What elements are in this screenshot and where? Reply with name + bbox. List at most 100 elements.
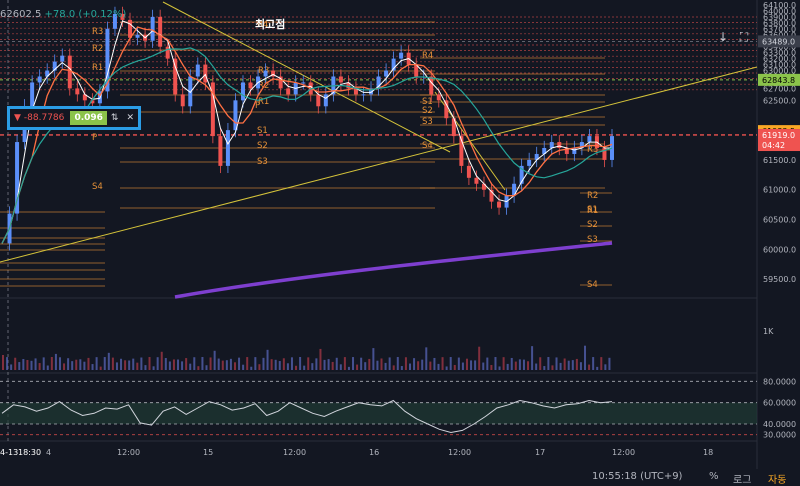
price-tick: 61500.0 (763, 156, 796, 165)
volume-bar (392, 365, 395, 370)
volume-bar (160, 351, 163, 370)
trend-line (162, 1, 451, 153)
volume-bar (144, 365, 147, 370)
time-tick: 12:00 (448, 448, 471, 457)
candle-body (286, 88, 291, 95)
volume-bar (502, 357, 505, 370)
candle-body (564, 148, 569, 154)
volume-bar (217, 358, 220, 370)
price-tick: 62500.0 (763, 96, 796, 105)
symbol-header: 62602.5 +78.0 (+0.12%) (0, 9, 126, 20)
volume-bar (42, 357, 45, 370)
volume-bar (331, 361, 334, 370)
volume-bar (124, 360, 127, 370)
volume-bar (22, 359, 25, 370)
volume-bar (99, 366, 102, 370)
pivot-label: R1 (92, 63, 103, 73)
volume-bar (567, 360, 570, 370)
volume-bar (282, 358, 285, 370)
volume-bar (152, 366, 155, 370)
candle-body (542, 148, 547, 154)
candle-body (112, 13, 117, 29)
volume-bar (58, 357, 61, 370)
candle-body (557, 142, 562, 149)
volume-bar (384, 362, 387, 370)
price-badge (758, 128, 800, 141)
volume-bar (225, 360, 228, 370)
auto-toggle[interactable]: 자동 (768, 475, 787, 486)
volume-bar (425, 347, 428, 370)
volume-bar (498, 366, 501, 370)
volume-bar (107, 352, 110, 370)
volume-bar (465, 358, 468, 370)
volume-bar (543, 366, 546, 370)
volume-bar (71, 361, 74, 370)
volume-bar (608, 357, 611, 370)
candle-body (497, 201, 502, 208)
scroll-down-icon[interactable]: ↓ (717, 30, 729, 44)
volume-bar (156, 357, 159, 370)
volume-bar (201, 357, 204, 370)
ma-mid-line (1, 26, 613, 244)
candle-body (75, 88, 80, 95)
candle-body (481, 183, 486, 190)
candle-body (316, 94, 321, 107)
volume-bar (307, 357, 310, 370)
volume-bar (254, 357, 257, 370)
volume-bar (461, 362, 464, 370)
time-tick: 4-13 (0, 448, 18, 457)
candle-body (165, 46, 170, 59)
percent-toggle[interactable]: % (709, 471, 719, 482)
candle-body (429, 76, 434, 95)
rsi-line (1, 399, 613, 434)
volume-bar (319, 348, 322, 370)
volume-bar (600, 357, 603, 370)
log-toggle[interactable]: 로그 (733, 475, 752, 486)
volume-bar (433, 357, 436, 370)
ma-long-line (174, 241, 613, 299)
volume-bar (449, 357, 452, 370)
pivot-label: S4 (92, 182, 103, 192)
trade-panel: ▼ -88.7786 0.096 ⇅ ✕ (7, 106, 141, 130)
price-tick: 60000.0 (763, 245, 796, 254)
volume-bar (604, 364, 607, 370)
volume-bar (470, 360, 473, 370)
volume-bar (209, 357, 212, 370)
candle-body (180, 94, 185, 107)
volume-bar (87, 357, 90, 370)
volume-bar (315, 358, 318, 370)
spread-value: 0.096 (70, 111, 107, 125)
price-tick: 63100.0 (763, 61, 796, 70)
candle-body (353, 88, 358, 95)
candle-body (188, 76, 193, 107)
volume-bar (506, 363, 509, 370)
volume-bar (518, 359, 521, 370)
sell-button[interactable]: ▼ -88.7786 (10, 113, 70, 123)
candle-body (225, 130, 230, 166)
candle-body (338, 76, 343, 83)
volume-bar (213, 350, 216, 370)
volume-bar (445, 366, 448, 370)
pivot-label: R1 (258, 97, 269, 107)
pivot-label: S3 (422, 117, 433, 127)
volume-bar (168, 361, 171, 370)
rsi-tick: 60.0000 (763, 399, 796, 408)
volume-bar (453, 364, 456, 370)
time-tick: 16 (369, 448, 379, 457)
swap-arrows-icon[interactable]: ⇅ (110, 113, 119, 123)
volume-bar (274, 359, 277, 370)
price-tick: 63700.0 (763, 25, 796, 34)
volume-bar (181, 361, 184, 370)
volume-bar (482, 362, 485, 370)
pivot-label: S2 (422, 106, 433, 116)
candle-body (52, 61, 57, 71)
pivot-label: S2 (257, 141, 268, 151)
fullscreen-icon[interactable]: ⛶ (739, 29, 749, 44)
volume-bar (579, 362, 582, 370)
price-tick: 64000.0 (763, 7, 796, 16)
close-icon[interactable]: ✕ (126, 113, 134, 123)
volume-bar (233, 362, 236, 370)
candle-body (323, 94, 328, 107)
candle-body (376, 76, 381, 89)
